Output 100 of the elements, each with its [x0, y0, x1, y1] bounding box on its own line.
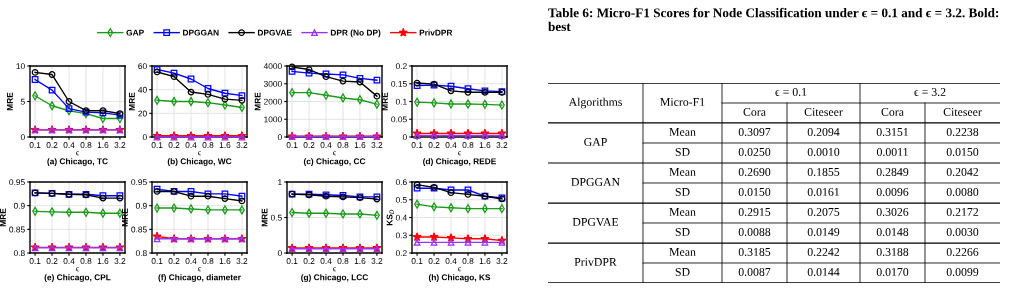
- text: 0.0080: [946, 187, 979, 197]
- x-tick-label: 0.2: [428, 142, 440, 148]
- text: PrivDPR: [574, 258, 617, 266]
- x-tick-label: 0.2: [303, 258, 315, 264]
- legend-label: DPGVAE: [257, 29, 292, 36]
- x-tick-label: 0.4: [445, 258, 457, 264]
- text: (c) Chicago, CC: [303, 158, 366, 166]
- y-tick-label: 5: [20, 98, 25, 105]
- x-tick-label: 0.2: [46, 258, 58, 264]
- text: 0.0148: [876, 227, 909, 237]
- text: Mean: [669, 248, 696, 256]
- text: 0.0144: [807, 267, 840, 277]
- y-tick-label: 0.1: [395, 98, 407, 105]
- x-tick-label: 1.6: [479, 142, 491, 148]
- x-tick-label: 0.1: [29, 142, 41, 148]
- text: (f) Chicago, diameter: [158, 274, 241, 282]
- x-tick-label: 0.1: [286, 142, 298, 148]
- text: 0.2915: [738, 207, 771, 217]
- y-tick-label: 0: [142, 134, 147, 141]
- y-tick-label: 0.5: [395, 196, 407, 203]
- x-tick-label: 0.8: [462, 258, 474, 264]
- text: Cora: [743, 108, 766, 116]
- y-axis-title: MRE: [0, 208, 6, 227]
- text: DPGVAE: [572, 218, 619, 227]
- x-tick-label: 0.8: [462, 142, 474, 148]
- y-tick-label: 0.8: [13, 250, 25, 257]
- text: 0.2042: [946, 167, 979, 177]
- x-tick-label: 0.8: [202, 258, 214, 264]
- x-tick-label: 0.4: [320, 258, 332, 264]
- x-tick-label: 3.2: [371, 142, 383, 148]
- x-tick-label: 1.6: [97, 142, 109, 148]
- text: ϵ = 0.1: [775, 87, 807, 97]
- text: Mean: [669, 208, 696, 216]
- legend-label: DPGGAN: [183, 29, 219, 36]
- text: ϵ = 3.2: [914, 88, 946, 97]
- text: 0.0149: [807, 227, 840, 237]
- text: 0.3188: [876, 247, 909, 257]
- text: (d) Chicago, REDE: [423, 158, 496, 166]
- y-tick-label: 0.85: [131, 226, 147, 233]
- text: 0.2266: [946, 247, 979, 257]
- text: 0.2242: [807, 247, 840, 257]
- text: 0.2690: [738, 167, 771, 177]
- x-tick-label: 0.4: [445, 142, 457, 148]
- x-tick-label: 1.6: [354, 258, 366, 264]
- y-tick-label: 10: [16, 63, 25, 70]
- text: Cora: [881, 108, 904, 116]
- text: 0.0011: [876, 147, 908, 157]
- text: 0.2075: [807, 207, 840, 217]
- y-tick-label: 20: [138, 110, 147, 117]
- x-tick-label: 0.2: [168, 258, 180, 264]
- y-tick-label: 0.3: [395, 232, 407, 239]
- text: (g) Chicago, LCC: [301, 274, 369, 282]
- x-tick-label: 0.8: [202, 142, 214, 148]
- x-tick-label: 1.6: [479, 258, 491, 264]
- y-tick-label: 0: [402, 134, 407, 141]
- y-tick-label: 0.6: [395, 179, 407, 186]
- text: 0.0010: [807, 147, 840, 157]
- legend-label: PrivDPR: [419, 29, 453, 36]
- x-tick-label: 0.1: [411, 142, 423, 148]
- text: 0.2094: [807, 127, 840, 137]
- y-axis-title: MRE: [261, 208, 268, 227]
- y-axis-title: MRE: [122, 208, 128, 227]
- x-tick-label: 1.6: [219, 258, 231, 264]
- text: (a) Chicago, TC: [47, 158, 108, 166]
- text: 0.0250: [738, 147, 771, 157]
- text: SD: [675, 268, 690, 276]
- y-tick-label: 4000: [263, 63, 282, 70]
- x-tick-label: 0.8: [337, 142, 349, 148]
- text: GAP: [584, 138, 607, 146]
- text: DPGGAN: [571, 178, 620, 186]
- x-tick-label: 0.8: [80, 258, 92, 264]
- y-tick-label: 0.9: [13, 202, 25, 209]
- x-tick-label: 0.4: [320, 142, 332, 148]
- x-tick-label: 0.1: [151, 258, 163, 264]
- x-tick-label: 0.4: [185, 258, 197, 264]
- x-tick-label: 0.2: [46, 142, 58, 148]
- x-tick-label: 3.2: [114, 142, 126, 148]
- text: (e) Chicago, CPL: [44, 274, 111, 282]
- y-tick-label: 40: [138, 86, 147, 93]
- x-tick-label: 0.4: [63, 258, 75, 264]
- x-tick-label: 0.1: [29, 258, 41, 264]
- text: 0.0170: [876, 267, 909, 277]
- text: Citeseer: [804, 108, 843, 116]
- text: 0.0096: [876, 187, 909, 197]
- y-tick-label: 0.5: [270, 214, 282, 221]
- x-tick-label: 0.2: [428, 258, 440, 264]
- x-tick-label: 3.2: [496, 258, 508, 264]
- x-tick-label: 3.2: [371, 258, 383, 264]
- y-tick-label: 2000: [264, 98, 282, 105]
- x-tick-label: 0.2: [303, 142, 315, 148]
- x-tick-label: 0.4: [63, 142, 75, 148]
- legend-label: GAP: [126, 29, 144, 36]
- text: 0.3151: [876, 127, 909, 137]
- x-tick-label: 1.6: [97, 258, 109, 264]
- y-tick-label: 0.9: [135, 202, 147, 209]
- text: 0.0161: [807, 187, 840, 197]
- y-axis-title: MRE: [254, 92, 261, 111]
- text: 0.2849: [876, 167, 909, 177]
- y-tick-label: 0.2: [395, 63, 407, 70]
- y-tick-label: 0: [277, 134, 282, 141]
